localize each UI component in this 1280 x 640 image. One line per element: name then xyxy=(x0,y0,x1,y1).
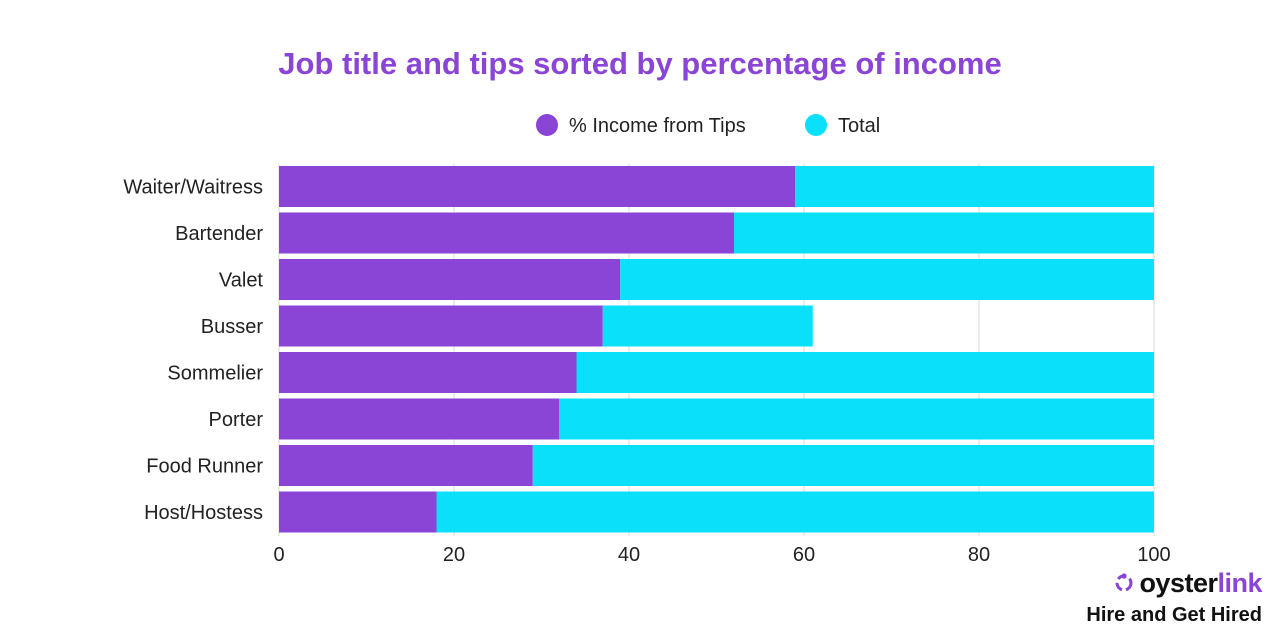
category-label: Valet xyxy=(219,270,264,292)
category-label: Bartender xyxy=(175,223,263,245)
bar-tips xyxy=(279,445,533,486)
bar-tips xyxy=(279,491,437,533)
x-tick-label: 60 xyxy=(793,544,815,566)
category-label: Food Runner xyxy=(146,456,263,478)
bar-tips xyxy=(279,305,603,347)
legend-label-tips: % Income from Tips xyxy=(569,115,746,137)
category-label: Busser xyxy=(201,316,264,338)
bar-tips xyxy=(279,166,796,207)
legend-swatch-tips xyxy=(536,114,558,136)
legend-swatch-total xyxy=(805,114,827,136)
brand-name-part2: link xyxy=(1217,568,1262,598)
bar-tips xyxy=(279,352,577,393)
bar-total xyxy=(602,305,813,347)
bar-total xyxy=(436,491,1154,533)
brand-name: oysterlink xyxy=(1139,566,1262,600)
bar-tips xyxy=(279,398,559,440)
brand-tagline: Hire and Get Hired xyxy=(1086,604,1262,626)
oysterlink-logo-icon xyxy=(1113,572,1135,594)
bar-total xyxy=(734,212,1154,254)
category-labels: Waiter/Waitress Bartender Valet Busser Somme… xyxy=(123,177,263,525)
bars xyxy=(279,166,1154,533)
category-label: Host/Hostess xyxy=(144,502,263,524)
bar-total xyxy=(620,259,1154,300)
category-label: Waiter/Waitress xyxy=(123,177,263,199)
bar-total xyxy=(532,445,1154,486)
x-axis-ticks: 0 20 40 60 80 100 xyxy=(273,544,1170,566)
x-tick-label: 80 xyxy=(968,544,990,566)
bar-total xyxy=(795,166,1154,207)
legend-label-total: Total xyxy=(838,115,880,137)
bar-total xyxy=(559,398,1154,440)
brand: oysterlink Hire and Get Hired xyxy=(1062,566,1262,628)
bar-tips xyxy=(279,212,734,254)
bar-total xyxy=(576,352,1154,393)
bar-tips xyxy=(279,259,621,300)
x-tick-label: 100 xyxy=(1137,544,1170,566)
category-label: Porter xyxy=(209,409,264,431)
brand-name-part1: oyster xyxy=(1139,568,1218,598)
x-tick-label: 20 xyxy=(443,544,465,566)
legend: % Income from Tips Total xyxy=(536,114,880,137)
x-tick-label: 40 xyxy=(618,544,640,566)
category-label: Sommelier xyxy=(167,363,263,385)
brand-logo: oysterlink xyxy=(1062,566,1262,600)
chart-title: Job title and tips sorted by percentage … xyxy=(278,46,1001,81)
x-tick-label: 0 xyxy=(273,544,284,566)
